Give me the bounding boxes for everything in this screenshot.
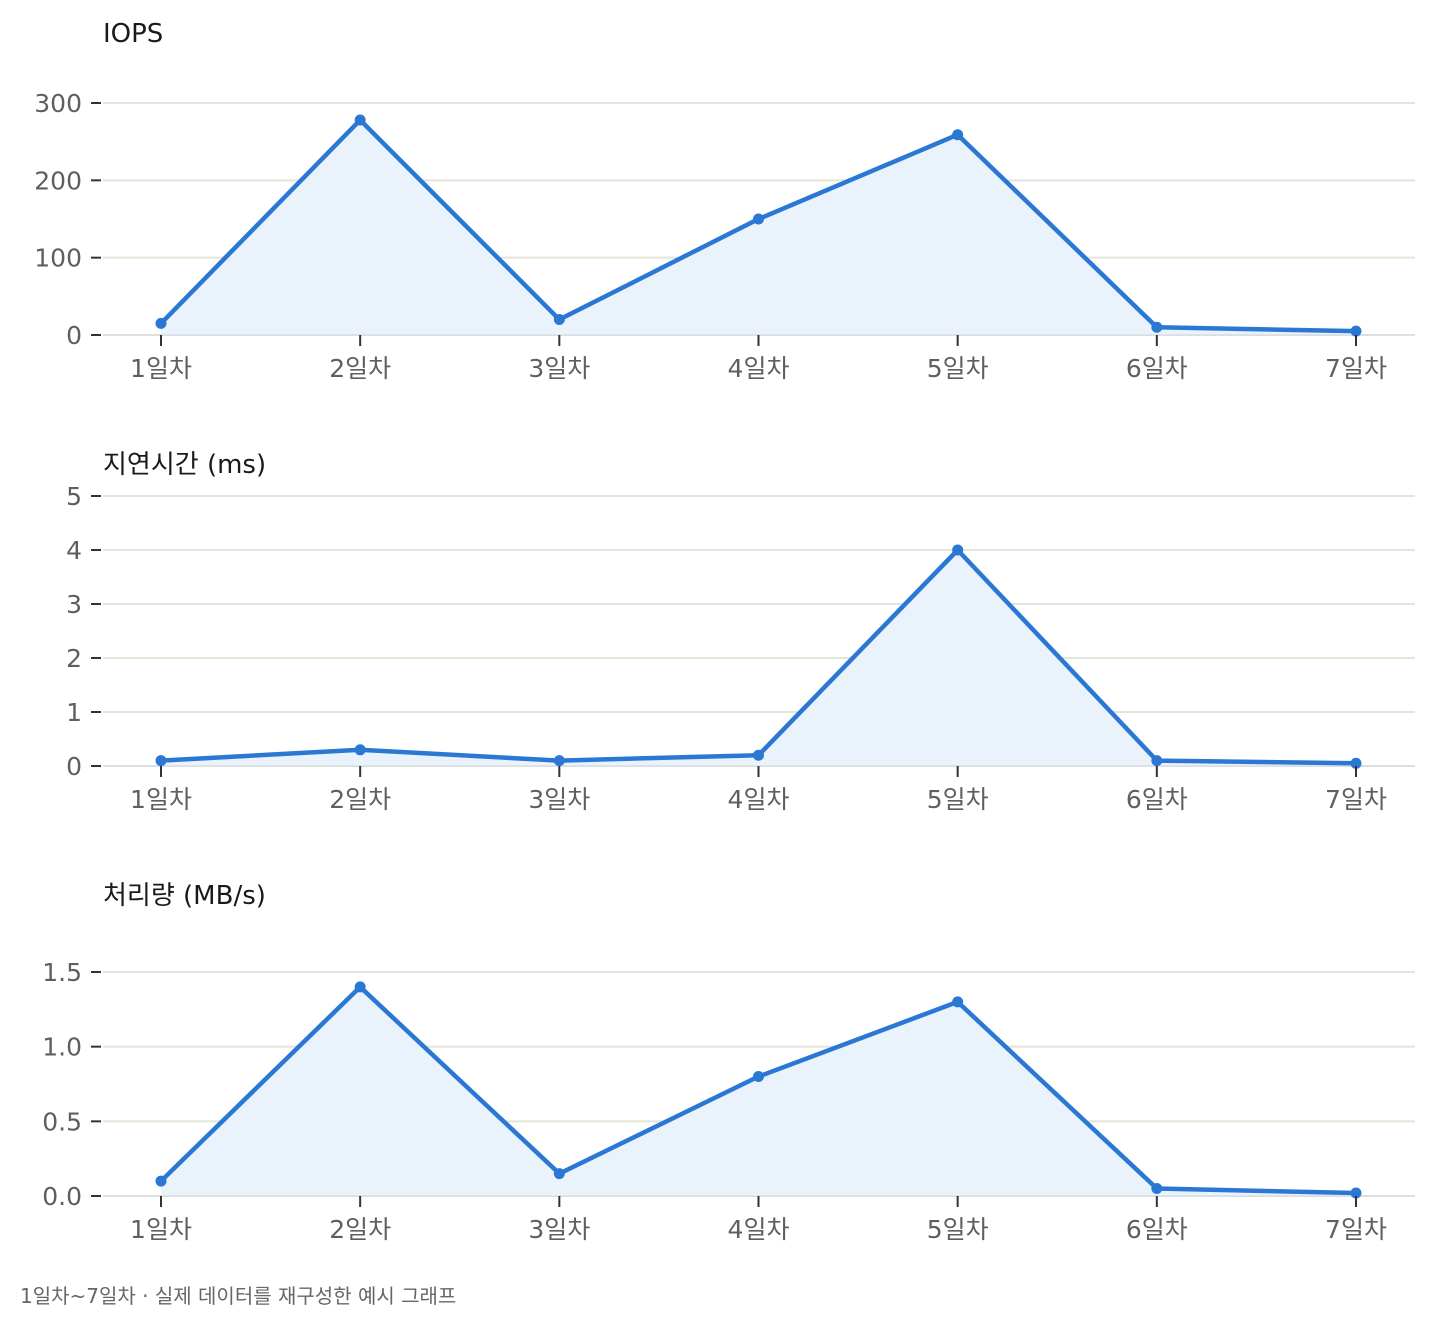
chart-panel-1: IOPS 0 100 200 300 1일차 2일차 3일차 4일차 5일차 6일차 7일차 xyxy=(34,19,1415,383)
x-tick-label: 6일차 xyxy=(1126,354,1188,383)
x-tick-label: 7일차 xyxy=(1325,354,1387,383)
data-point xyxy=(155,317,167,329)
data-point xyxy=(553,755,565,767)
data-point xyxy=(155,755,167,767)
data-point xyxy=(753,749,764,761)
y-tick-label: 4 xyxy=(66,536,82,565)
data-point xyxy=(1151,755,1163,767)
x-tick-label: 3일차 xyxy=(528,1215,590,1244)
x-tick-label: 7일차 xyxy=(1325,785,1387,814)
chart-panel-2: 지연시간 (ms) 0 1 2 3 4 5 1일차 2일차 3일차 4일차 5일차 6일차 7일차 xyxy=(66,450,1415,814)
x-tick-label: 2일차 xyxy=(329,785,391,814)
series-area xyxy=(161,120,1356,335)
data-point xyxy=(354,744,366,756)
x-tick-label: 3일차 xyxy=(528,354,590,383)
data-point xyxy=(553,314,565,326)
x-tick-label: 7일차 xyxy=(1325,1215,1387,1244)
data-point xyxy=(1151,1183,1163,1195)
data-point xyxy=(952,996,964,1008)
chart-title: 지연시간 (ms) xyxy=(103,450,266,480)
x-tick-label: 4일차 xyxy=(728,1215,790,1244)
x-tick-label: 1일차 xyxy=(130,1215,192,1244)
data-point xyxy=(354,981,366,993)
data-point xyxy=(753,1071,764,1083)
y-tick-label: 0.5 xyxy=(42,1107,82,1136)
data-point xyxy=(1151,321,1163,333)
x-tick-label: 4일차 xyxy=(728,785,790,814)
footer-note: 1일차~7일차 · 실제 데이터를 재구성한 예시 그래프 xyxy=(20,1284,457,1308)
data-point xyxy=(952,129,964,141)
x-tick-label: 6일차 xyxy=(1126,785,1188,814)
y-tick-label: 2 xyxy=(66,644,82,673)
x-tick-label: 6일차 xyxy=(1126,1215,1188,1244)
x-tick-label: 4일차 xyxy=(728,354,790,383)
data-point xyxy=(952,544,964,556)
y-tick-label: 1.5 xyxy=(42,958,82,987)
y-tick-label: 1.0 xyxy=(42,1033,82,1062)
x-tick-label: 1일차 xyxy=(130,354,192,383)
data-point xyxy=(354,114,366,126)
y-tick-label: 0.0 xyxy=(42,1182,82,1211)
x-tick-label: 5일차 xyxy=(927,785,989,814)
y-tick-label: 100 xyxy=(34,244,82,273)
data-point xyxy=(1350,757,1362,769)
x-tick-label: 5일차 xyxy=(927,354,989,383)
y-tick-label: 0 xyxy=(66,321,82,350)
y-tick-label: 3 xyxy=(66,590,82,619)
data-point xyxy=(753,213,764,225)
y-tick-label: 300 xyxy=(34,89,82,118)
series-area xyxy=(161,550,1356,766)
series-area xyxy=(161,986,1356,1196)
data-point xyxy=(553,1168,565,1180)
x-tick-label: 2일차 xyxy=(329,354,391,383)
x-tick-label: 2일차 xyxy=(329,1215,391,1244)
chart-panel-3: 처리량 (MB/s) 0.0 0.5 1.0 1.5 1일차 2일차 3일차 4일차 5일차 6일차… xyxy=(42,881,1415,1244)
series-line xyxy=(158,547,1359,766)
x-tick-label: 3일차 xyxy=(528,785,590,814)
y-tick-label: 200 xyxy=(34,166,82,195)
x-tick-label: 1일차 xyxy=(130,785,192,814)
data-point xyxy=(1350,1187,1362,1199)
y-tick-label: 1 xyxy=(66,698,82,727)
y-tick-label: 5 xyxy=(66,482,82,511)
y-tick-label: 0 xyxy=(66,752,82,781)
data-point xyxy=(155,1175,167,1187)
chart-title: 처리량 (MB/s) xyxy=(103,881,266,911)
data-point xyxy=(1350,325,1362,337)
chart-title: IOPS xyxy=(103,19,163,49)
x-tick-label: 5일차 xyxy=(927,1215,989,1244)
